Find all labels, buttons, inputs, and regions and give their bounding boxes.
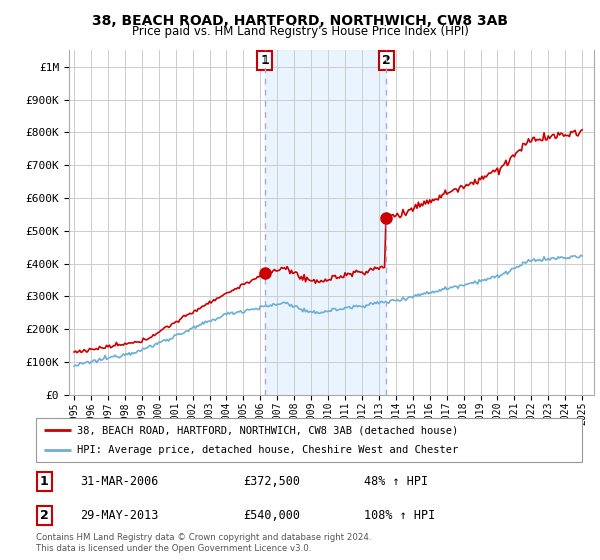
Bar — [265, 50, 386, 395]
Text: 1: 1 — [260, 54, 269, 67]
Text: 108% ↑ HPI: 108% ↑ HPI — [364, 509, 435, 522]
Text: £540,000: £540,000 — [244, 509, 301, 522]
Text: 2: 2 — [40, 509, 49, 522]
Text: 48% ↑ HPI: 48% ↑ HPI — [364, 475, 428, 488]
Text: 1: 1 — [40, 475, 49, 488]
Text: 2: 2 — [382, 54, 391, 67]
Text: 38, BEACH ROAD, HARTFORD, NORTHWICH, CW8 3AB: 38, BEACH ROAD, HARTFORD, NORTHWICH, CW8… — [92, 14, 508, 28]
FancyBboxPatch shape — [36, 418, 582, 462]
Text: 29-MAY-2013: 29-MAY-2013 — [80, 509, 158, 522]
Text: 31-MAR-2006: 31-MAR-2006 — [80, 475, 158, 488]
Text: 38, BEACH ROAD, HARTFORD, NORTHWICH, CW8 3AB (detached house): 38, BEACH ROAD, HARTFORD, NORTHWICH, CW8… — [77, 425, 458, 435]
Text: Contains HM Land Registry data © Crown copyright and database right 2024.
This d: Contains HM Land Registry data © Crown c… — [36, 533, 371, 553]
Text: Price paid vs. HM Land Registry's House Price Index (HPI): Price paid vs. HM Land Registry's House … — [131, 25, 469, 38]
Text: £372,500: £372,500 — [244, 475, 301, 488]
Text: HPI: Average price, detached house, Cheshire West and Chester: HPI: Average price, detached house, Ches… — [77, 445, 458, 455]
